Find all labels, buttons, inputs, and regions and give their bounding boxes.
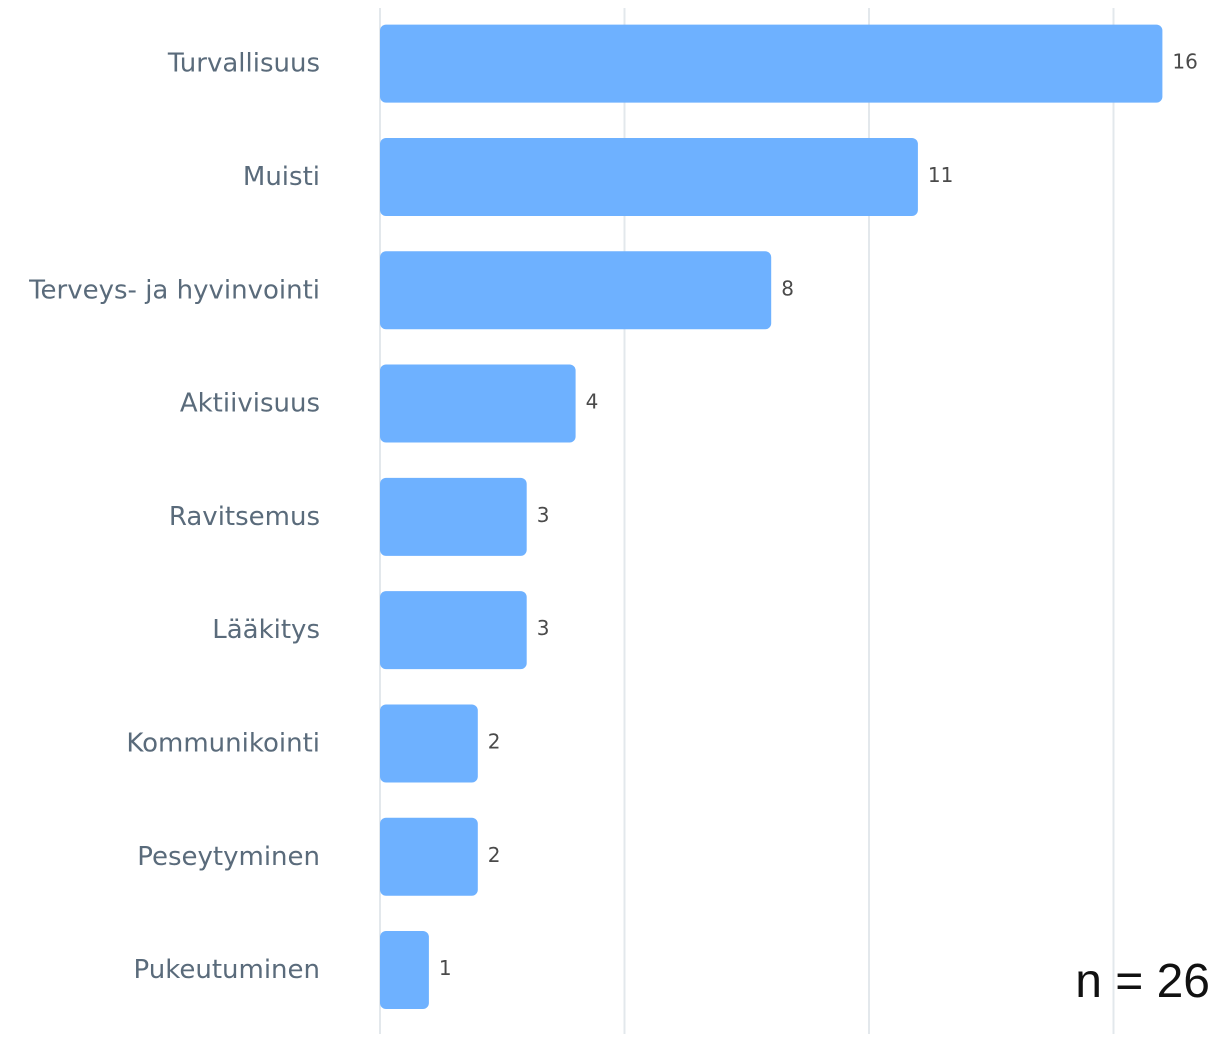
category-label: Lääkitys — [212, 615, 320, 645]
value-label: 11 — [928, 163, 953, 187]
bar — [380, 364, 576, 443]
bar — [380, 817, 478, 896]
value-label: 3 — [537, 616, 550, 640]
value-label: 2 — [488, 843, 501, 867]
bar — [380, 931, 429, 1010]
sample-size-note: n = 26 — [1075, 955, 1210, 1008]
value-label: 8 — [781, 276, 794, 300]
category-label: Ravitsemus — [169, 502, 320, 532]
bar — [380, 137, 918, 216]
bar — [380, 704, 478, 783]
category-label: Aktiivisuus — [180, 389, 320, 419]
category-label: Pukeutuminen — [134, 955, 320, 985]
bars — [380, 24, 1163, 1010]
value-labels: 16 11 8 4 3 3 2 2 1 — [439, 50, 1198, 980]
bar — [380, 24, 1163, 103]
value-label: 3 — [537, 503, 550, 527]
bar — [380, 251, 772, 330]
category-label: Kommunikointi — [126, 728, 320, 758]
category-labels: Turvallisuus Muisti Terveys- ja hyvinvoint… — [28, 49, 320, 985]
category-label: Peseytyminen — [137, 842, 320, 872]
category-label: Terveys- ja hyvinvointi — [28, 275, 320, 305]
bar — [380, 477, 527, 556]
value-label: 4 — [586, 390, 599, 414]
bar — [380, 591, 527, 670]
value-label: 1 — [439, 956, 452, 980]
value-label: 16 — [1172, 50, 1197, 74]
category-label: Turvallisuus — [167, 49, 320, 79]
value-label: 2 — [488, 729, 501, 753]
category-label: Muisti — [243, 162, 320, 192]
